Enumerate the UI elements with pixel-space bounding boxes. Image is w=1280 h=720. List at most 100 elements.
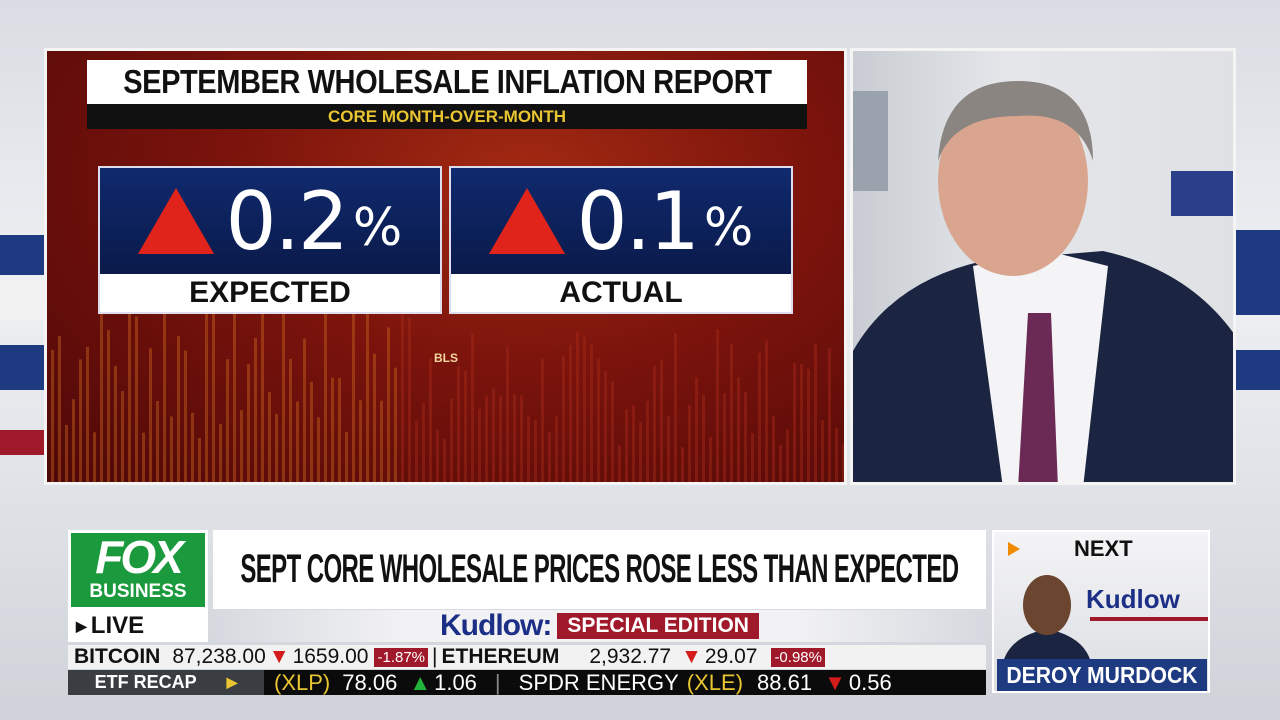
background-bar [681, 447, 684, 482]
stat-actual: 0.1% ACTUAL [449, 166, 793, 314]
studio-stripe-blue [0, 235, 46, 275]
background-bar [527, 416, 530, 482]
background-bar [121, 391, 124, 482]
background-bar [100, 272, 103, 482]
background-bar [492, 388, 495, 482]
ticker-symbol: BITCOIN [74, 645, 161, 668]
background-bar [149, 348, 152, 482]
background-bar [751, 432, 754, 482]
background-bar [233, 256, 236, 482]
background-bar [268, 391, 271, 482]
source-label: BLS [434, 351, 458, 365]
background-bar [191, 412, 194, 482]
background-bar [702, 395, 705, 482]
background-bar [352, 262, 355, 482]
background-bar [541, 358, 544, 482]
background-bar [338, 377, 341, 482]
background-bar [667, 415, 670, 482]
background-bar [219, 423, 222, 482]
background-bar [366, 271, 369, 482]
background-bar [534, 419, 537, 482]
stat-label: EXPECTED [100, 274, 440, 312]
ticker-symbol: (XLP) [274, 670, 331, 695]
background-bar [737, 377, 740, 482]
studio-stripe-blue [1234, 230, 1280, 315]
show-banner: Kudlow: SPECIAL EDITION [213, 609, 986, 642]
background-bar [303, 338, 306, 482]
background-bar [583, 336, 586, 482]
fox-business-logo: FOX BUSINESS [68, 530, 208, 610]
ticker-change: 0.56 [848, 670, 892, 695]
background-bar [261, 313, 264, 482]
background-bar [184, 350, 187, 482]
background-bar [415, 420, 418, 482]
down-arrow-icon: ▼ [824, 670, 846, 695]
background-bar [170, 416, 173, 482]
background-bar [443, 438, 446, 482]
background-bar [429, 357, 432, 482]
background-bar [520, 395, 523, 482]
background-bar [814, 343, 817, 482]
background-bar [212, 254, 215, 482]
crypto-ticker: BITCOIN 87,238.00 ▼ 1659.00 -1.87% | ETH… [68, 645, 986, 669]
background-bar [450, 398, 453, 482]
ticker-pct: -0.98% [771, 647, 825, 667]
logo-brand: FOX [95, 531, 184, 583]
up-triangle-icon [137, 188, 214, 254]
background-bar [289, 358, 292, 482]
background-bar [597, 358, 600, 482]
background-bar [135, 316, 138, 482]
background-bar [604, 371, 607, 482]
background-bar [79, 359, 82, 482]
background-bar [513, 393, 516, 482]
ticker-symbol: ETHEREUM [441, 645, 560, 668]
stat-label: ACTUAL [451, 274, 791, 312]
background-bar [716, 329, 719, 482]
background-bar [478, 409, 481, 482]
divider [1090, 617, 1208, 621]
background-bar [65, 424, 68, 482]
background-bar [331, 377, 334, 482]
next-up-panel: NEXT Kudlow DEROY MURDOCK [992, 530, 1210, 693]
background-bar [345, 432, 348, 482]
inflation-graphic: SEPTEMBER WHOLESALE INFLATION REPORT COR… [44, 48, 847, 485]
background-bar [156, 400, 159, 482]
background-bar [282, 250, 285, 482]
ticker-change: 29.07 [704, 645, 758, 668]
ticker-symbol: (XLE) [686, 670, 744, 695]
background-bar [275, 413, 278, 482]
down-arrow-icon: ▼ [268, 645, 290, 668]
next-show: Kudlow [1086, 584, 1180, 614]
background-bar [793, 363, 796, 482]
stat-value: 0.1 [576, 174, 700, 268]
background-bar [177, 335, 180, 482]
background-bar [625, 409, 628, 482]
background-bar [464, 370, 467, 482]
background-bar [730, 343, 733, 482]
background-bar [380, 400, 383, 482]
studio-stripe-blue [0, 345, 46, 390]
background-bar [646, 400, 649, 482]
ticker-price: 87,238.00 [172, 645, 266, 668]
ticker-name: SPDR ENERGY [518, 670, 679, 695]
background-bar [457, 366, 460, 482]
studio-stripe-white [0, 280, 46, 320]
down-arrow-icon: ▼ [681, 645, 702, 668]
ticker-separator: | [432, 645, 438, 668]
guest-name-bar: DEROY MURDOCK [997, 659, 1207, 691]
background-bar [576, 331, 579, 482]
background-bar [408, 317, 411, 482]
ticker-section: ETF RECAP ▶ [68, 670, 264, 695]
background-bar [373, 353, 376, 482]
ticker-change: 1.06 [434, 670, 477, 695]
background-bar [660, 359, 663, 482]
background-bar [436, 429, 439, 482]
anchor-video [850, 48, 1236, 485]
background-bar [296, 401, 299, 482]
background-bar [387, 327, 390, 482]
section-label: ETF RECAP [94, 672, 197, 692]
graphic-subtitle: CORE MONTH-OVER-MONTH [87, 104, 807, 129]
play-icon: ▶ [76, 617, 87, 634]
background-bar [674, 333, 677, 482]
stat-unit: % [352, 198, 403, 258]
